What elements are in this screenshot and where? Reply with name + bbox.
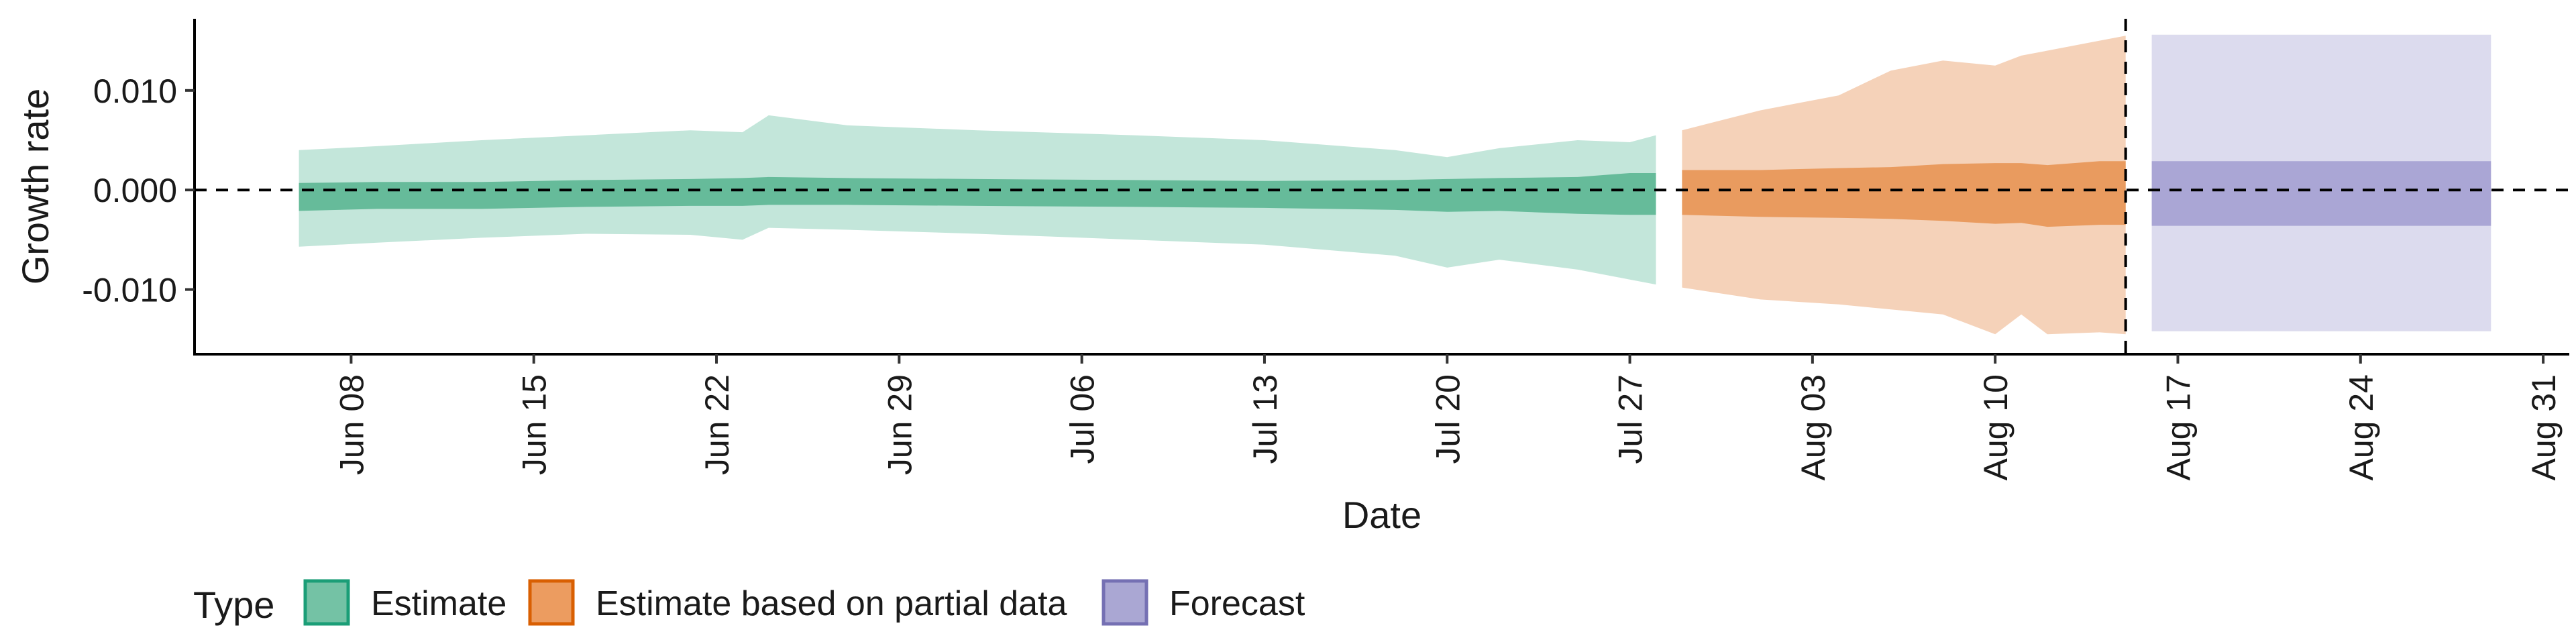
x-tick-label: Jun 22 [698,374,736,475]
ribbon-inner-forecast [2151,161,2491,226]
x-tick-label: Jul 13 [1246,374,1284,464]
legend-label: Estimate based on partial data [596,584,1067,623]
x-axis-title: Date [1342,494,1421,536]
legend: Type Estimate Estimate based on partial d… [193,579,1305,626]
x-tick-label: Jul 27 [1612,374,1650,464]
x-tick-label: Jun 29 [881,374,918,475]
legend-title: Type [193,584,274,626]
ribbon-inner-estimate-based-on-partial-data [1682,161,2126,227]
ribbon-inner-estimate [299,173,1656,215]
y-tick-label: 0.010 [93,72,177,110]
legend-swatch [303,579,350,626]
legend-label: Estimate [371,584,506,623]
x-tick-label: Jun 08 [333,374,370,475]
y-tick-label: -0.010 [82,272,177,309]
legend-label: Forecast [1169,584,1305,623]
plot-area [195,19,2569,354]
x-tick-label: Aug 17 [2160,374,2198,480]
x-tick-label: Jul 06 [1064,374,1102,464]
axes: 0.010 0.000 -0.010 Jun 08 Jun 15 Jun 22 Jun 29… [82,19,2569,480]
x-tick-label: Aug 03 [1794,374,1832,480]
x-tick-label: Aug 24 [2343,374,2380,480]
y-axis-title: Growth rate [14,89,56,285]
y-tick-label: 0.000 [93,172,177,209]
legend-swatch [1102,579,1148,626]
x-tick-label: Aug 10 [1977,374,2015,480]
x-tick-label: Jun 15 [516,374,553,475]
x-tick-label: Jul 20 [1429,374,1466,464]
x-tick-label: Aug 31 [2525,374,2563,480]
legend-swatch [528,579,575,626]
